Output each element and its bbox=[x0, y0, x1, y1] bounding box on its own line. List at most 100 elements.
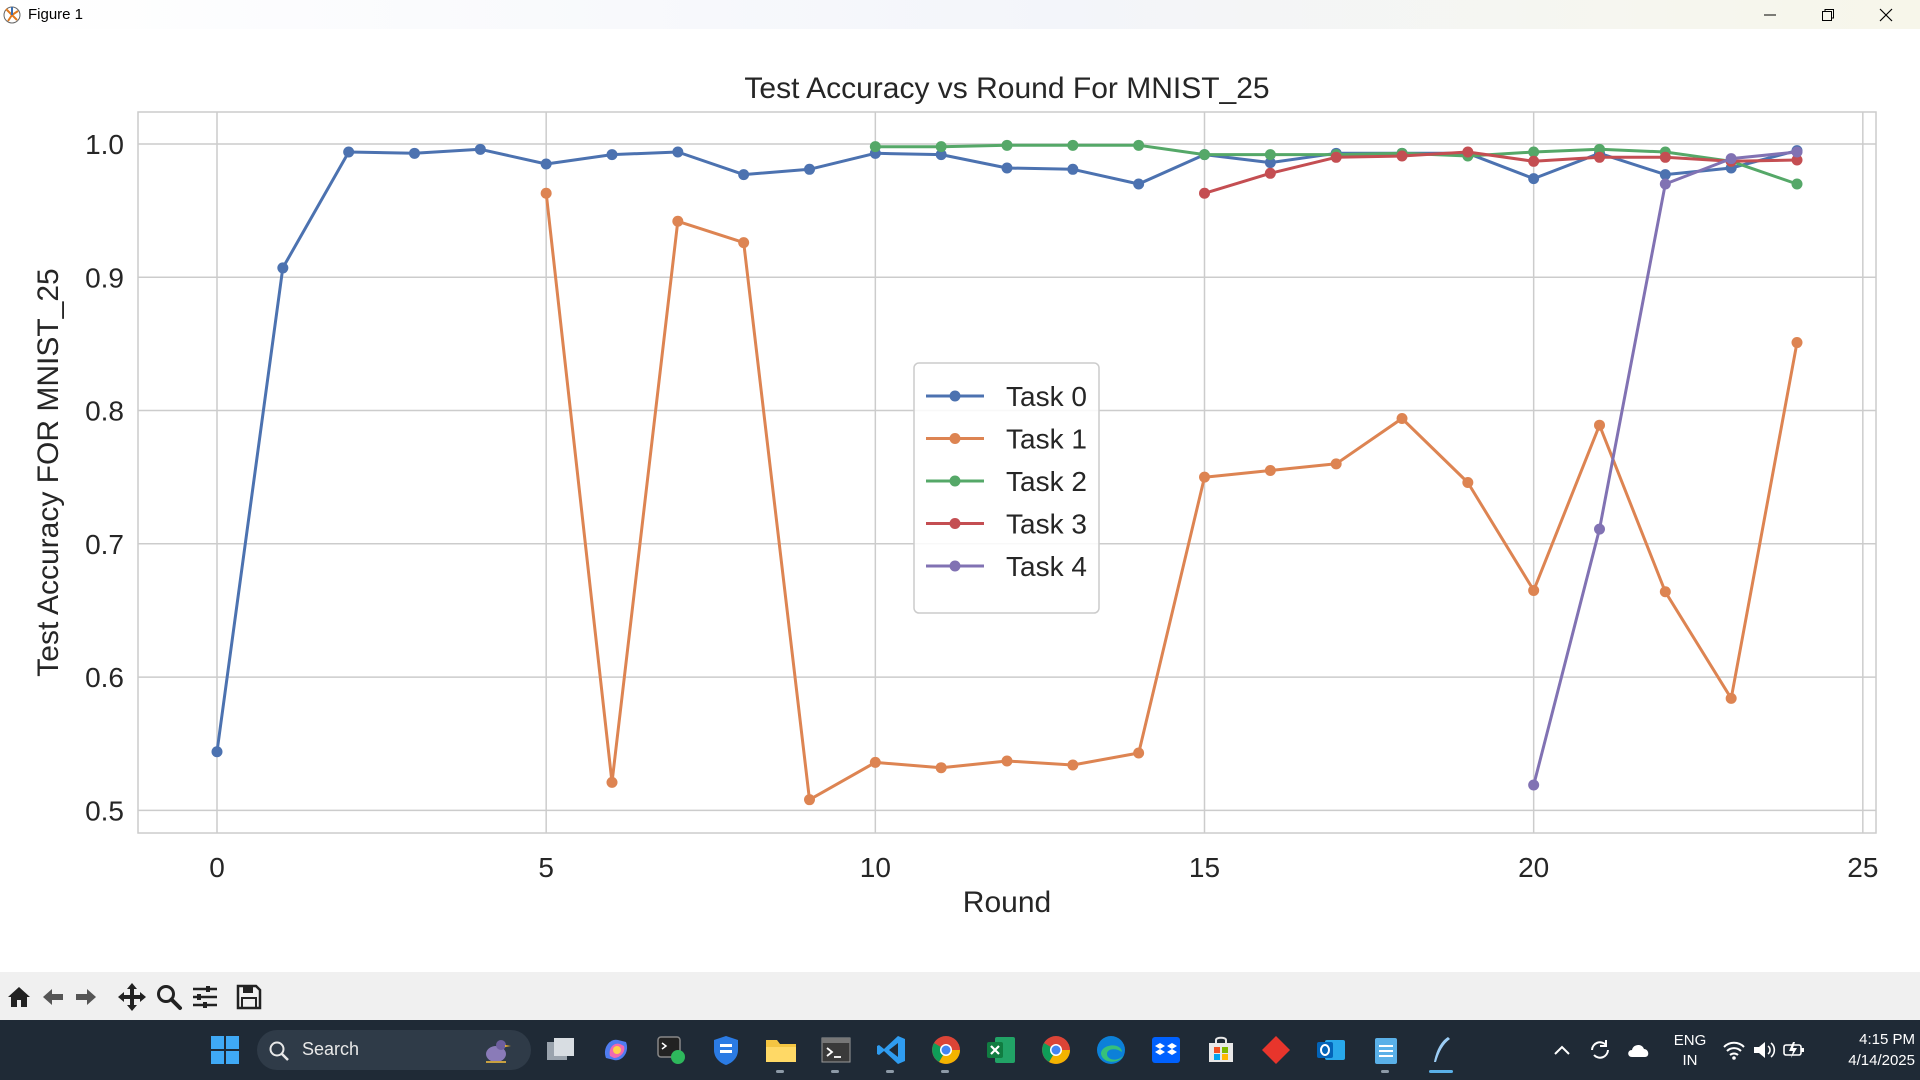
data-point bbox=[738, 169, 750, 181]
git-button[interactable] bbox=[1256, 1030, 1296, 1070]
data-point bbox=[1528, 146, 1540, 158]
command-prompt-icon bbox=[821, 1037, 851, 1063]
data-point bbox=[1528, 779, 1540, 791]
data-point bbox=[1791, 146, 1803, 158]
data-point bbox=[1725, 153, 1737, 165]
home-button[interactable] bbox=[2, 981, 36, 1013]
data-point bbox=[1791, 154, 1803, 166]
x-tick-label: 20 bbox=[1518, 852, 1549, 883]
search-icon bbox=[269, 1041, 289, 1061]
python-figure-button[interactable] bbox=[1421, 1030, 1461, 1070]
start-button[interactable] bbox=[205, 1030, 245, 1070]
y-tick-label: 1.0 bbox=[85, 129, 124, 160]
chrome-profile-icon bbox=[1042, 1036, 1070, 1064]
notepad-icon bbox=[1375, 1038, 1397, 1064]
legend-label: Task 0 bbox=[1006, 381, 1087, 412]
clock-time[interactable]: 4:15 PM bbox=[1859, 1031, 1915, 1048]
y-tick-label: 0.5 bbox=[85, 795, 124, 826]
volume-icon[interactable] bbox=[1752, 1039, 1776, 1061]
chrome-button[interactable] bbox=[926, 1030, 966, 1070]
zoom-button[interactable] bbox=[152, 981, 186, 1013]
legend-marker bbox=[949, 475, 961, 487]
data-point bbox=[1528, 173, 1540, 185]
data-point bbox=[1264, 465, 1276, 477]
taskbar-search-box[interactable] bbox=[257, 1030, 531, 1070]
data-point bbox=[1594, 151, 1605, 163]
excel-icon bbox=[987, 1037, 1015, 1063]
dropbox-button[interactable] bbox=[1146, 1030, 1186, 1070]
data-point bbox=[1791, 337, 1803, 349]
data-point bbox=[1001, 139, 1013, 151]
tick-marks: 0 5 10 15 20 25 0.5 0.6 0.7 0.8 0.9 1.0 bbox=[85, 129, 1878, 883]
back-button[interactable] bbox=[36, 981, 70, 1013]
series-line bbox=[544, 193, 1799, 802]
series-1 bbox=[540, 187, 1803, 806]
y-axis-label: Test Accuracy FOR MNIST_25 bbox=[32, 268, 65, 676]
onedrive-cloud-icon[interactable] bbox=[1626, 1040, 1652, 1060]
sync-icon[interactable] bbox=[1588, 1038, 1612, 1062]
dropbox-icon bbox=[1152, 1037, 1180, 1063]
search-highlight-bird-icon bbox=[486, 1040, 511, 1063]
legend-label: Task 4 bbox=[1006, 551, 1087, 582]
x-tick-label: 10 bbox=[860, 852, 891, 883]
data-point bbox=[1199, 187, 1210, 199]
excel-button[interactable] bbox=[981, 1030, 1021, 1070]
copilot-button[interactable] bbox=[596, 1030, 636, 1070]
forward-button[interactable] bbox=[69, 981, 103, 1013]
notepad-button[interactable] bbox=[1366, 1030, 1406, 1070]
data-point bbox=[935, 141, 947, 153]
battery-charging-icon[interactable] bbox=[1782, 1039, 1806, 1061]
data-point bbox=[540, 158, 552, 170]
wifi-icon[interactable] bbox=[1722, 1039, 1746, 1061]
restore-button[interactable] bbox=[1799, 0, 1857, 29]
series-line bbox=[1204, 150, 1798, 195]
close-button[interactable] bbox=[1857, 0, 1915, 29]
configure-subplots-button[interactable] bbox=[188, 981, 222, 1013]
security-button[interactable] bbox=[706, 1030, 746, 1070]
taskbar-running-indicators bbox=[776, 1070, 1453, 1073]
start-icon bbox=[211, 1036, 239, 1064]
x-tick-label: 5 bbox=[538, 852, 554, 883]
matplotlib-app-icon bbox=[3, 6, 21, 24]
vscode-button[interactable] bbox=[871, 1030, 911, 1070]
terminal-app-button[interactable] bbox=[651, 1030, 691, 1070]
pan-button[interactable] bbox=[115, 981, 149, 1013]
y-tick-label: 0.8 bbox=[85, 396, 124, 427]
legend-label: Task 3 bbox=[1006, 509, 1087, 540]
chevron-up-icon[interactable] bbox=[1551, 1040, 1573, 1060]
legend-marker bbox=[949, 390, 961, 402]
task-view-icon bbox=[547, 1038, 574, 1060]
data-point bbox=[1659, 169, 1671, 181]
language-secondary[interactable]: IN bbox=[1682, 1052, 1698, 1069]
task-view-button[interactable] bbox=[541, 1030, 581, 1070]
data-point bbox=[1067, 759, 1079, 771]
edge-button[interactable] bbox=[1091, 1030, 1131, 1070]
file-explorer-icon bbox=[766, 1040, 796, 1062]
data-point bbox=[1199, 149, 1210, 161]
legend-box bbox=[913, 362, 1100, 614]
save-figure-icon bbox=[236, 984, 262, 1010]
store-button[interactable] bbox=[1201, 1030, 1241, 1070]
data-point bbox=[869, 756, 881, 768]
save-figure-button[interactable] bbox=[232, 981, 266, 1013]
file-explorer-button[interactable] bbox=[761, 1030, 801, 1070]
restore-icon bbox=[1822, 8, 1834, 21]
data-point bbox=[1528, 155, 1540, 167]
chrome-icon bbox=[932, 1036, 960, 1064]
command-prompt-button[interactable] bbox=[816, 1030, 856, 1070]
terminal-app-icon bbox=[657, 1036, 685, 1064]
data-point bbox=[935, 762, 947, 774]
data-point bbox=[606, 776, 618, 788]
window-title: Figure 1 bbox=[28, 6, 84, 23]
data-point bbox=[540, 187, 552, 199]
minimize-button[interactable] bbox=[1741, 0, 1799, 29]
outlook-button[interactable] bbox=[1311, 1030, 1351, 1070]
data-point bbox=[343, 146, 355, 158]
data-point bbox=[804, 794, 815, 806]
legend-marker bbox=[949, 560, 961, 572]
language-primary[interactable]: ENG bbox=[1673, 1032, 1707, 1049]
chrome-profile-button[interactable] bbox=[1036, 1030, 1076, 1070]
data-point bbox=[672, 215, 684, 227]
clock-date[interactable]: 4/14/2025 bbox=[1848, 1052, 1915, 1069]
data-point bbox=[211, 746, 223, 758]
